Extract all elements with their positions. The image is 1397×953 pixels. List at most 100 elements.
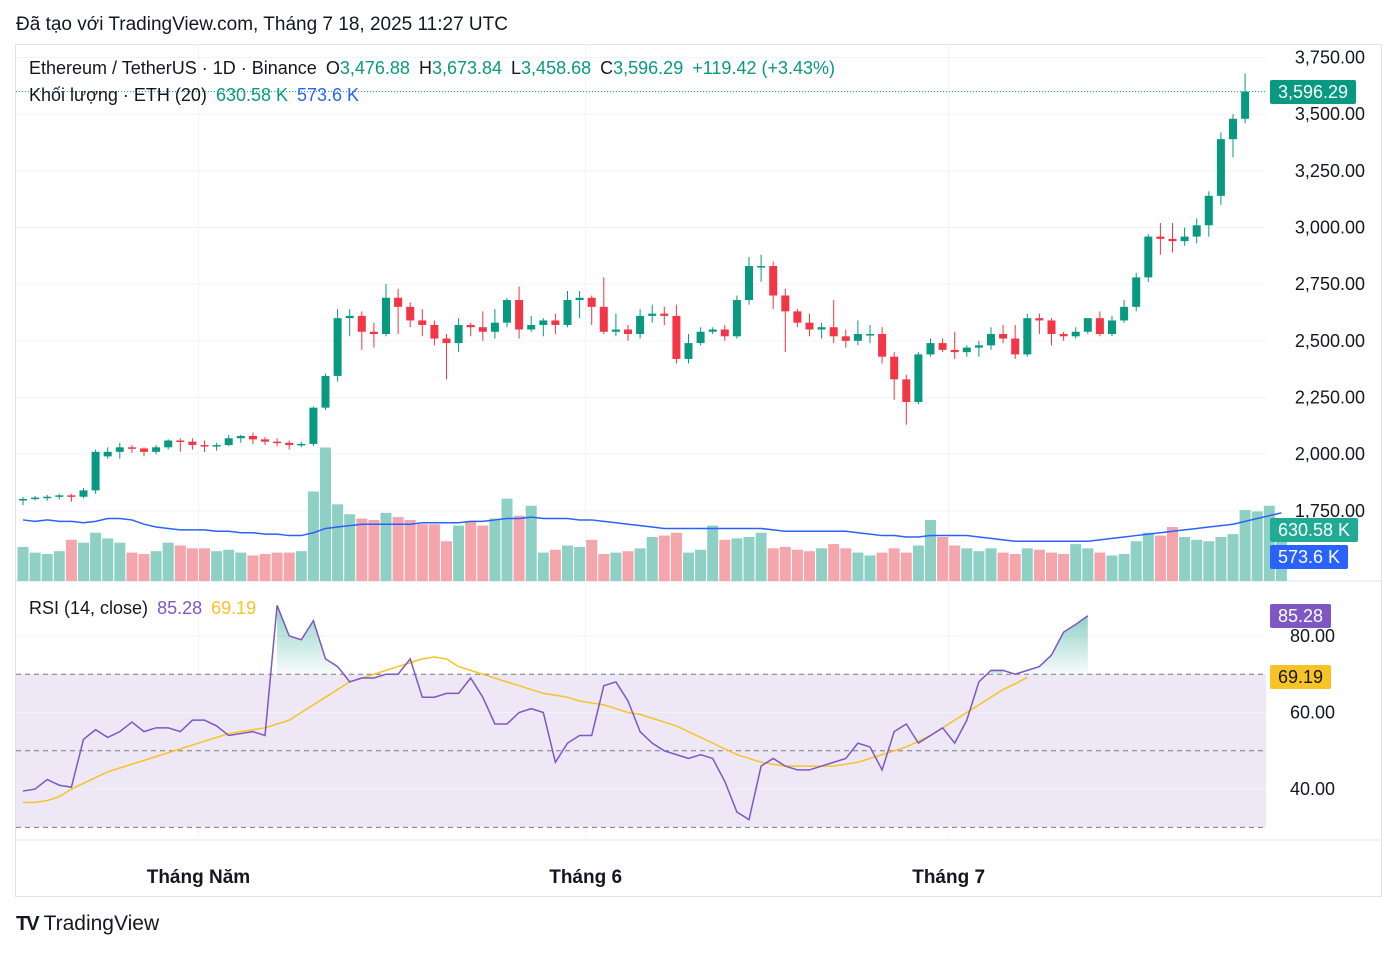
volume-bar (465, 521, 477, 581)
candle-body (394, 297, 403, 307)
volume-bar (477, 525, 489, 581)
volume-bar (138, 554, 150, 581)
volume-bar (997, 552, 1009, 581)
volume-bar (828, 544, 840, 581)
volume-bar (912, 545, 924, 581)
volume-bar (223, 549, 235, 581)
rsi-overbought-fill (277, 605, 338, 675)
time-axis: Tháng Năm Tháng 6 Tháng 7 (147, 867, 985, 888)
volume-bar (126, 552, 138, 581)
volume-bar (537, 552, 549, 581)
candle-body (357, 315, 366, 332)
candle-body (1180, 236, 1189, 242)
volume-bar (1251, 511, 1263, 581)
volume-bar (1094, 552, 1106, 581)
volume-bar (380, 512, 392, 581)
volume-bar (804, 551, 815, 581)
candle-body (769, 266, 778, 296)
candle-body (1156, 236, 1165, 239)
candle-body (466, 324, 475, 328)
volume-ma-line (22, 512, 1282, 542)
candle-body (31, 497, 40, 500)
open-value: 3,476.88 (339, 58, 410, 78)
volume-bar (114, 542, 126, 581)
price-legend[interactable]: Ethereum / TetherUS · 1D · Binance O3,47… (29, 58, 839, 79)
candle-body (382, 297, 390, 335)
candle-body (636, 315, 645, 335)
volume-bar (634, 548, 646, 581)
candle-body (672, 315, 681, 359)
candle-body (841, 336, 850, 341)
candle-body (587, 297, 596, 307)
rsi-legend[interactable]: RSI (14, close) 85.28 69.19 (29, 598, 260, 619)
volume-label[interactable]: Khối lượng · ETH (20) (29, 85, 207, 105)
volume-bar (622, 551, 634, 581)
volume-bar (1167, 527, 1178, 581)
candle-body (369, 331, 378, 335)
candle-body (333, 318, 342, 376)
symbol-title[interactable]: Ethereum / TetherUS · 1D · Binance (29, 58, 317, 78)
price-tick-label: 2,500.00 (1295, 331, 1365, 351)
volume-bar (743, 536, 755, 581)
volume-bar (102, 538, 114, 581)
rsi-lines (22, 605, 1089, 821)
volume-bar (864, 555, 876, 581)
volume-bar (767, 548, 779, 581)
candle-body (454, 324, 463, 344)
candle-body (176, 440, 185, 443)
candle-body (430, 324, 439, 339)
volume-bar (610, 552, 622, 581)
candle-body (490, 322, 499, 332)
volume-bar (973, 551, 985, 581)
chart-frame[interactable] (15, 44, 1382, 897)
volume-bar (888, 548, 900, 581)
volume-bar (368, 519, 380, 581)
volume-bar (1033, 549, 1045, 581)
candle-body (817, 327, 826, 330)
candle-body (478, 327, 487, 332)
candle-body (527, 324, 536, 330)
rsi-label[interactable]: RSI (14, close) (29, 598, 149, 618)
candle-body (611, 329, 620, 332)
volume-bar (1009, 554, 1021, 581)
candle-body (938, 343, 947, 350)
candle-body (152, 447, 161, 452)
volume-legend[interactable]: Khối lượng · ETH (20) 630.58 K 573.6 K (29, 85, 363, 106)
rsi-ma-value: 69.19 (211, 598, 257, 618)
volume-value: 630.58 K (215, 85, 288, 105)
volume-bar (1203, 541, 1215, 581)
volume-bar (779, 546, 791, 581)
volume-bar (1046, 552, 1057, 581)
rsi-tick-label: 40.00 (1290, 779, 1335, 799)
volume-ma-value: 573.6 K (297, 85, 360, 105)
candle-body (575, 297, 584, 301)
rsi-tick-label: 60.00 (1290, 703, 1335, 723)
rsi-axis: 80.00 60.00 40.00 (1290, 626, 1335, 799)
volume-bar (428, 524, 440, 581)
volume-bar (670, 532, 682, 581)
candle-body (164, 440, 173, 448)
candle-body (987, 334, 995, 346)
candle-body (345, 315, 354, 319)
rsi-value: 85.28 (157, 598, 203, 618)
volume-bar (549, 549, 561, 581)
high-label: H (418, 58, 432, 78)
footer-brand[interactable]: TV TradingView (16, 912, 159, 936)
candle-body (79, 490, 88, 497)
volume-bar (174, 545, 186, 581)
candle-body (1120, 306, 1129, 321)
candle-body (890, 356, 899, 380)
candle-body (297, 443, 306, 446)
price-tick-label: 3,000.00 (1295, 218, 1365, 238)
candle-body (793, 311, 802, 323)
candle-body (732, 300, 741, 337)
volume-bar (598, 554, 610, 581)
volume-bar (1179, 536, 1191, 581)
candle-body (1071, 331, 1080, 337)
volume-bar (320, 447, 331, 581)
candle-body (188, 441, 197, 446)
volume-bar (416, 524, 428, 581)
volume-bar (937, 536, 949, 581)
candle-body (273, 441, 282, 444)
